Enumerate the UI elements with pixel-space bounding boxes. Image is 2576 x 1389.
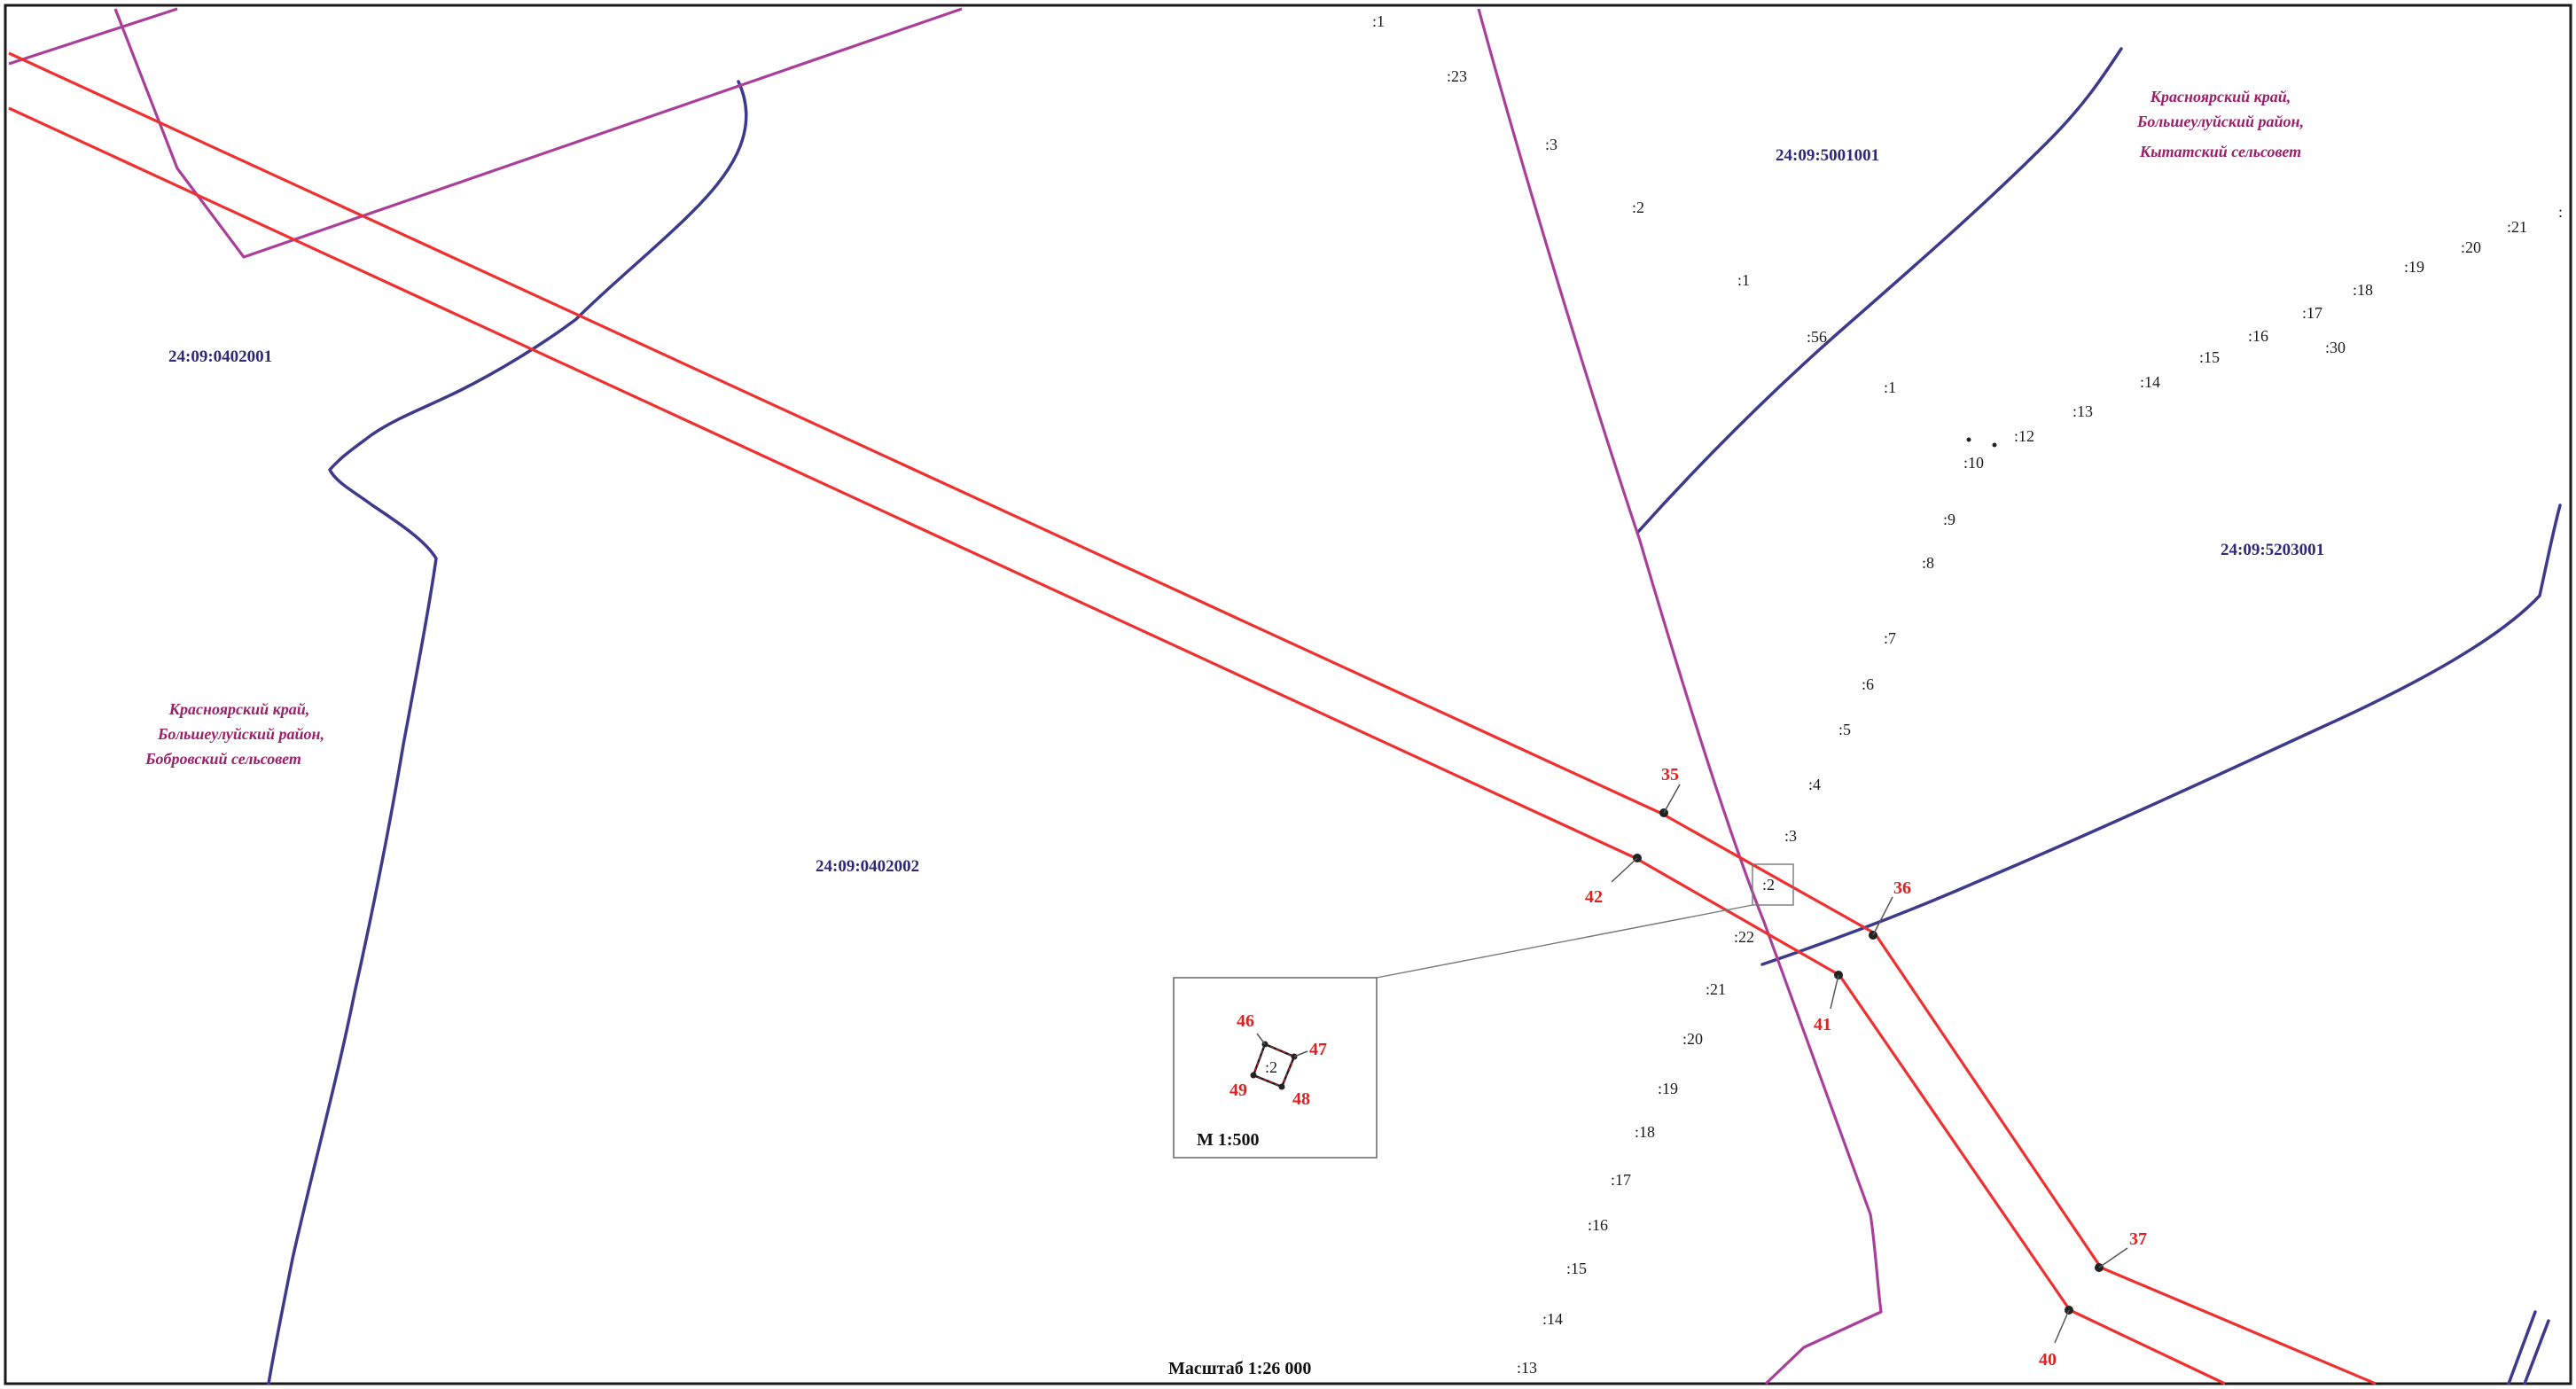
inset-scale-label: М 1:500 [1197, 1130, 1260, 1150]
quarter-label-5203001: 24:09:5203001 [2221, 541, 2324, 559]
parcel-label: :17 [1611, 1171, 1631, 1189]
point-label-35: 35 [1661, 765, 1679, 784]
parcel-labels-ne: :10 :12 :13 :14 :15 :16 :17 :18 :19 :20 … [1963, 203, 2563, 472]
quarter-label-0402001: 24:09:0402001 [168, 347, 272, 366]
point-label-36: 36 [1893, 878, 1911, 898]
parcel-label: :10 [1963, 454, 1984, 472]
boundary-east-edge-2 [2523, 1319, 2550, 1385]
admin-boundary-northwest [8, 7, 963, 259]
inset-point-48 [1278, 1083, 1285, 1090]
point-label-40: 40 [2039, 1350, 2057, 1369]
parcel-labels-south: :22 :21 :20 :19 :18 :17 :16 :15 :14 :13 [1517, 928, 1754, 1377]
parcel-label: :5 [1838, 721, 1851, 738]
map-scale-label: Масштаб 1:26 000 [1168, 1359, 1311, 1378]
point-label-42: 42 [1585, 887, 1603, 907]
region-bobrovsky-line3: Бобровский сельсовет [144, 750, 301, 768]
parcel-label: :56 [1807, 328, 1827, 346]
parcel-label: :19 [2404, 258, 2424, 276]
inset-leader-46 [1256, 1033, 1266, 1045]
parcel-label: :15 [2199, 348, 2220, 366]
boundary-north-quarter [1636, 47, 2123, 534]
parcel-label: :21 [2507, 218, 2527, 236]
parcel-label: :20 [1682, 1030, 1703, 1048]
parcel-label: :7 [1884, 629, 1896, 647]
region-label-kytatsky: Красноярский край, Большеулуйский район,… [2136, 88, 2304, 160]
parcel-label: :20 [2461, 238, 2481, 256]
inset-parcel-label: :2 [1265, 1058, 1277, 1076]
quarter-label-5001001: 24:09:5001001 [1776, 146, 1879, 165]
parcel-label: :15 [1566, 1260, 1587, 1277]
inset-label-47: 47 [1309, 1040, 1327, 1059]
parcel-label: :1 [1737, 271, 1750, 289]
parcel-label: :16 [2248, 327, 2268, 345]
inset-leader-47 [1293, 1050, 1308, 1057]
small-dot [1966, 437, 1971, 442]
parcel-label: :1 [1884, 378, 1896, 396]
inset-point-49 [1250, 1072, 1257, 1079]
point-label-41: 41 [1814, 1015, 1831, 1034]
region-kytatsky-line2: Большеулуйский район, [2136, 113, 2304, 130]
parcel-label: :8 [1922, 554, 1934, 572]
point-label-37: 37 [2129, 1229, 2147, 1249]
inset-label-49: 49 [1229, 1081, 1247, 1100]
parcel-label: :30 [2325, 339, 2346, 356]
parcel-label: :18 [2353, 281, 2373, 299]
inset-connector [1376, 904, 1753, 979]
inset-frame [1173, 977, 1378, 1159]
parcel-label: :19 [1658, 1080, 1678, 1097]
inset-label-46: 46 [1237, 1011, 1254, 1031]
parcel-label: :23 [1447, 67, 1467, 85]
point-41-leader [1830, 974, 1839, 1010]
parcel-label: :13 [1517, 1359, 1537, 1377]
admin-boundary-center [1477, 8, 1883, 1385]
point-35-leader [1663, 784, 1681, 814]
parcel-label: :2 [1632, 199, 1644, 216]
parcel-label: :3 [1545, 136, 1557, 153]
parcel-label: : [2558, 203, 2563, 221]
parcel-label: :4 [1808, 776, 1821, 793]
parcel-label: :14 [1542, 1310, 1563, 1328]
map-frame [4, 4, 2572, 1385]
parcel-label: :9 [1943, 511, 1955, 528]
corner-points [1611, 784, 2128, 1344]
boundary-east-quarter [1760, 503, 2562, 966]
parcel-label: :22 [1734, 928, 1754, 946]
small-dot [1992, 442, 1997, 448]
region-label-bobrovsky: Красноярский край, Большеулуйский район,… [144, 700, 324, 768]
parcel-label: :13 [2073, 402, 2093, 420]
parcel-label: :12 [2014, 427, 2034, 445]
point-40-leader [2054, 1309, 2070, 1344]
inset-detail: 46 47 48 49 :2 М 1:500 [1173, 977, 1378, 1159]
inset-label-48: 48 [1292, 1089, 1310, 1109]
parcel-label: :18 [1635, 1123, 1655, 1141]
boundary-west-quarter [267, 80, 748, 1385]
region-kytatsky-line3: Кытатский сельсовет [2139, 143, 2301, 160]
parcel-labels-top: :1 :23 :3 :2 :1 :56 :1 [1372, 12, 1896, 396]
parcel-label: :3 [1784, 827, 1797, 845]
corridor-north-edge [8, 51, 2377, 1385]
parcel-label: :6 [1862, 675, 1874, 693]
detail-highlight-box [1752, 863, 1794, 906]
point-36-leader [1872, 896, 1893, 936]
parcel-label: :14 [2140, 373, 2160, 391]
parcel-label: :21 [1706, 980, 1726, 998]
region-bobrovsky-line2: Большеулуйский район, [157, 725, 324, 743]
parcel-label: :17 [2302, 304, 2322, 322]
parcel-labels-middle: :9 :8 :7 :6 :5 :4 :3 :2 [1762, 511, 1955, 893]
corridor-south-edge [8, 106, 2226, 1385]
parcel-label: :2 [1762, 876, 1775, 893]
parcel-label: :16 [1588, 1216, 1608, 1234]
region-kytatsky-line1: Красноярский край, [2150, 88, 2291, 105]
region-bobrovsky-line1: Красноярский край, [168, 700, 310, 718]
quarter-label-0402002: 24:09:0402002 [816, 857, 919, 876]
point-42-leader [1611, 857, 1638, 883]
parcel-label: :1 [1372, 12, 1385, 30]
boundary-east-edge [2507, 1310, 2537, 1385]
point-37-leader [2098, 1247, 2128, 1268]
